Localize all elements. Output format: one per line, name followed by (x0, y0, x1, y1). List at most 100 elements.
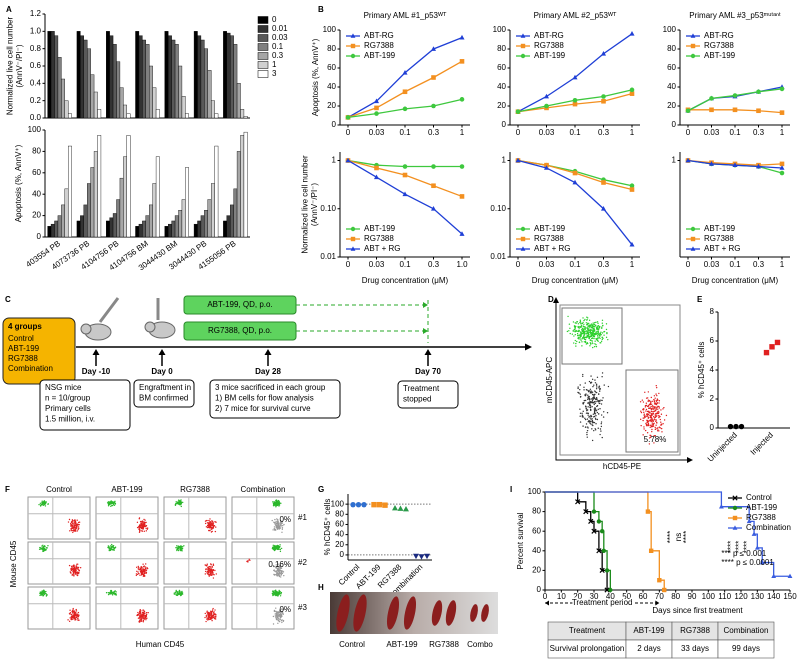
event-dot (653, 417, 656, 419)
x-tick-label: 30 (590, 592, 599, 601)
event-dot (602, 397, 604, 399)
note-box (133, 379, 195, 408)
event-dot (589, 330, 592, 332)
x-tick-label: 0.03 (539, 260, 555, 269)
marker (572, 98, 578, 103)
event-dot (595, 383, 598, 385)
event-dot (176, 548, 178, 551)
marker (583, 508, 589, 515)
event-dot (144, 570, 147, 572)
event-dot (646, 419, 648, 422)
event-dot (584, 399, 587, 402)
event-dot (574, 339, 576, 342)
event-dot (655, 403, 658, 406)
event-dot (579, 408, 581, 410)
event-dot (210, 617, 213, 619)
event-dot (656, 412, 658, 415)
legend-label: ABT + RG (704, 244, 741, 253)
event-dot (274, 570, 276, 573)
event-dot (589, 423, 592, 425)
bar (200, 39, 205, 119)
x-axis-label: Drug concentration (μM) (692, 276, 779, 285)
marker (430, 205, 437, 211)
group-name: Combination (8, 364, 53, 373)
event-dot (650, 418, 652, 421)
y-tick-label: 0.0 (30, 113, 42, 122)
event-dot (602, 337, 604, 340)
event-dot (574, 322, 576, 324)
event-dot (585, 330, 587, 332)
note-box (39, 379, 131, 431)
event-dot (110, 505, 112, 508)
event-dot (593, 335, 595, 338)
arrow-head (525, 343, 532, 351)
event-dot (578, 327, 580, 329)
event-dot (277, 525, 280, 528)
event-dot (582, 410, 584, 413)
event-dot (594, 390, 596, 392)
event-dot (205, 526, 208, 528)
bar (112, 44, 117, 119)
event-dot (280, 547, 283, 550)
legend-marker (732, 505, 738, 511)
event-dot (113, 501, 116, 504)
event-dot (592, 424, 594, 427)
event-dot (597, 322, 599, 325)
event-dot (652, 425, 655, 427)
event-dot (598, 336, 600, 338)
event-dot (140, 522, 142, 525)
y-tick-label: 40 (32, 189, 41, 198)
event-dot (649, 412, 651, 414)
event-dot (277, 622, 279, 624)
event-dot (581, 414, 584, 416)
bar (116, 61, 121, 119)
event-dot (590, 415, 593, 418)
event-dot (652, 410, 654, 413)
event-dot (587, 427, 589, 429)
bar (223, 220, 227, 238)
event-dot (139, 524, 141, 526)
event-dot (77, 611, 80, 614)
event-dot (145, 530, 148, 532)
note-text: BM confirmed (139, 394, 188, 403)
bar (64, 100, 69, 119)
event-dot (594, 428, 596, 430)
x-tick-label: 1 (780, 260, 785, 269)
y-tick-label: 1.2 (30, 9, 42, 18)
bar (197, 35, 202, 119)
spleen (353, 594, 367, 632)
event-dot (657, 412, 660, 414)
event-dot (138, 566, 140, 569)
x-tick-label: 0.3 (598, 260, 610, 269)
event-dot (594, 321, 596, 324)
event-dot (601, 326, 603, 328)
event-dot (73, 529, 75, 531)
event-dot (75, 610, 78, 612)
bar (240, 135, 245, 238)
event-dot (276, 565, 278, 568)
event-dot (586, 418, 589, 420)
y-tick-label: 0.10 (320, 204, 336, 213)
event-dot (110, 592, 112, 594)
event-dot (586, 433, 588, 436)
marker (373, 98, 380, 104)
event-dot (587, 398, 589, 401)
legend-marker (350, 43, 356, 49)
event-dot (654, 426, 656, 429)
event-dot (277, 594, 279, 596)
event-dot (140, 617, 143, 619)
event-dot (70, 613, 73, 616)
event-dot (41, 503, 44, 505)
event-dot (180, 499, 182, 501)
event-dot (583, 386, 585, 388)
spleen (481, 604, 489, 622)
bar (142, 39, 146, 119)
event-dot (577, 336, 580, 339)
event-dot (581, 330, 583, 332)
event-dot (147, 611, 149, 614)
flow-cell (27, 496, 91, 540)
stat-note: **** p ≤ 0.0001 (721, 558, 774, 567)
event-dot (112, 592, 115, 595)
event-dot (572, 321, 575, 323)
event-dot (143, 614, 145, 616)
